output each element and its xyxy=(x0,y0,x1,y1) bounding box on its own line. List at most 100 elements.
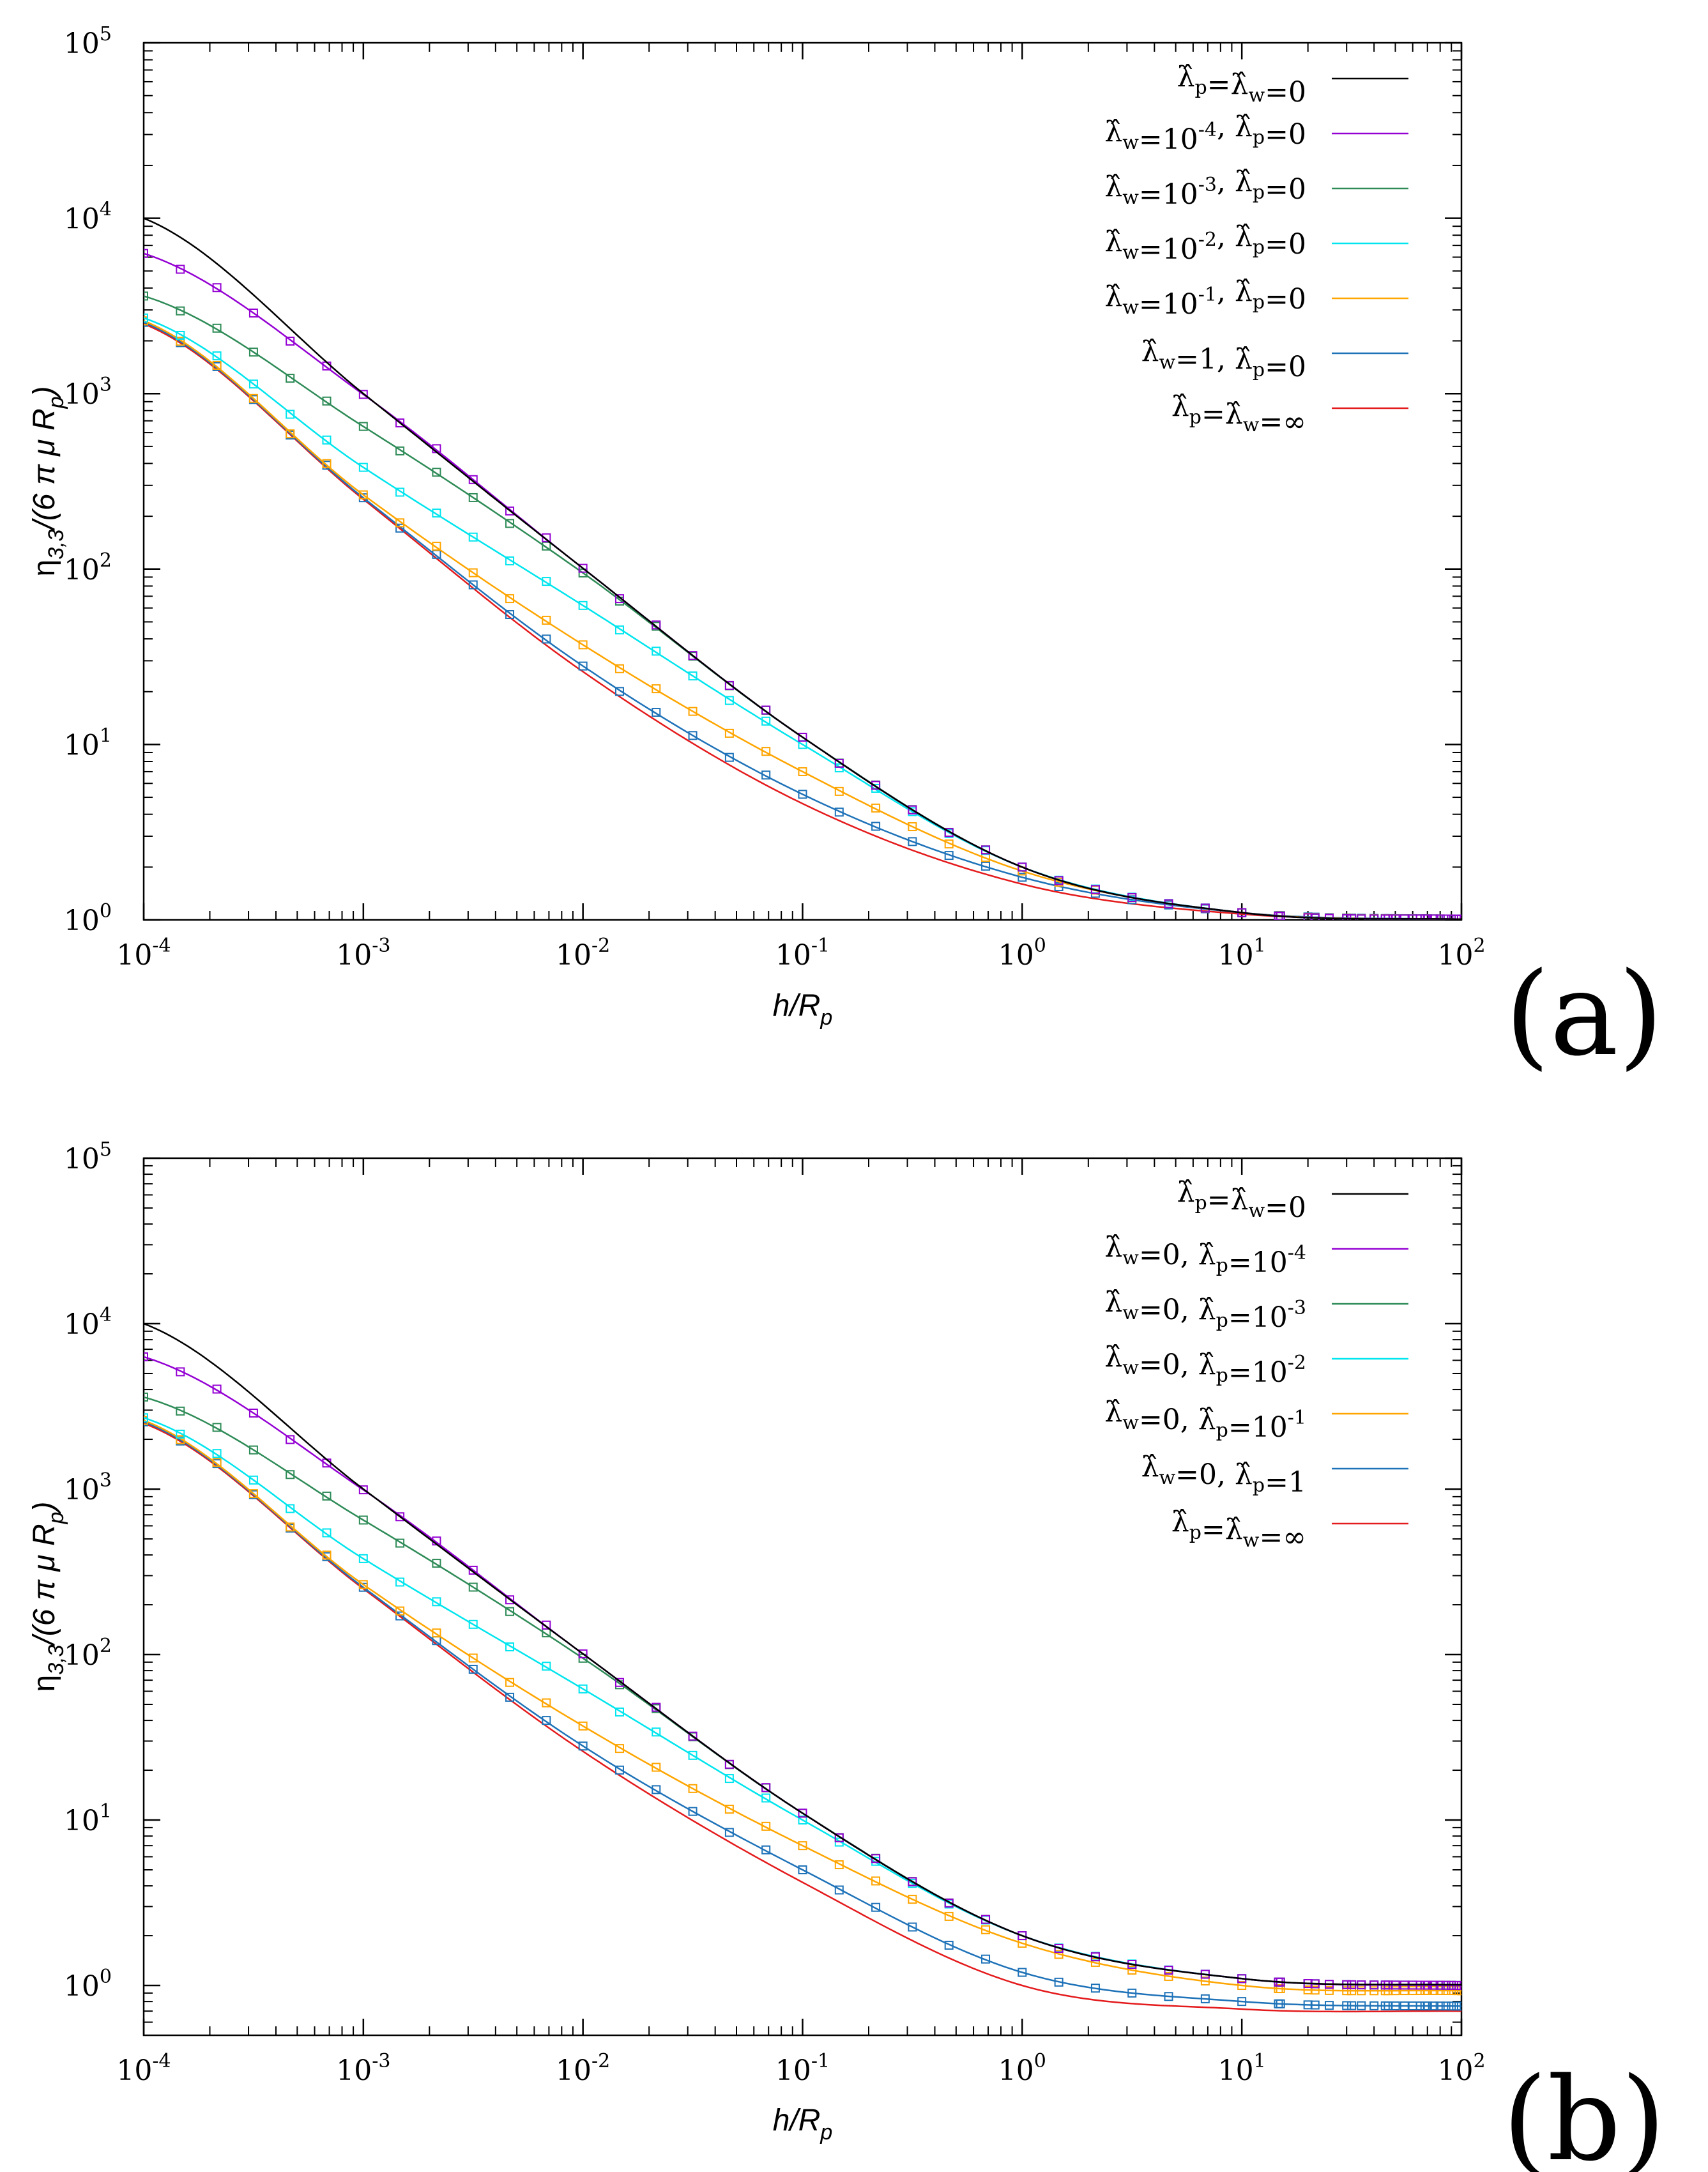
series-marker xyxy=(1237,1997,1247,2007)
series-marker xyxy=(724,753,734,762)
series-marker xyxy=(542,1716,551,1725)
series-marker xyxy=(724,1805,734,1814)
y-tick-label: 104 xyxy=(64,199,112,236)
series-marker xyxy=(578,1649,588,1658)
series-marker xyxy=(395,487,405,497)
series-marker xyxy=(248,1409,258,1418)
series-marker xyxy=(1018,1968,1027,1977)
series-marker xyxy=(505,610,515,620)
series-marker xyxy=(505,594,515,604)
series-marker xyxy=(908,1895,917,1904)
series-marker xyxy=(286,1522,295,1532)
series-marker xyxy=(614,594,624,604)
y-tick-label: 100 xyxy=(64,900,112,937)
series-marker xyxy=(322,1550,332,1560)
series-marker xyxy=(614,1678,624,1687)
series-marker xyxy=(1342,2001,1352,2010)
x-tick-label: 10-1 xyxy=(775,2050,830,2087)
series-marker xyxy=(322,1528,332,1538)
series-marker xyxy=(176,264,185,274)
legend-label: λ̂w=10-2, λ̂p=0 xyxy=(1104,220,1306,266)
x-tick-label: 102 xyxy=(1437,2050,1485,2087)
series-marker xyxy=(176,1406,185,1416)
y-axis-label: η3,3/(6 π μ Rp) xyxy=(27,1501,68,1692)
series-marker xyxy=(176,1435,185,1444)
y-tick-label: 101 xyxy=(64,1800,112,1837)
series-marker xyxy=(1090,1984,1100,1993)
series-marker xyxy=(432,541,441,551)
series-marker xyxy=(248,394,258,403)
series-marker xyxy=(981,1925,991,1934)
series-marker xyxy=(542,634,551,644)
y-axis-label: η3,3/(6 π μ Rp) xyxy=(27,386,68,576)
series-marker xyxy=(614,625,624,635)
x-tick-label: 10-1 xyxy=(775,935,830,972)
series-marker xyxy=(834,807,844,817)
series-marker xyxy=(1369,1986,1379,1996)
series-marker xyxy=(212,360,222,370)
series-marker xyxy=(248,379,258,389)
series-marker xyxy=(578,1741,588,1751)
series-marker xyxy=(761,770,771,780)
series-marker xyxy=(248,1475,258,1485)
series-marker xyxy=(688,1784,698,1793)
series-marker xyxy=(578,640,588,650)
series-marker xyxy=(286,1470,295,1480)
x-tick-label: 101 xyxy=(1218,2050,1266,2087)
series-marker xyxy=(1303,2000,1313,2010)
series-marker xyxy=(761,1845,771,1855)
series-marker xyxy=(798,1816,807,1825)
series-marker xyxy=(652,708,661,717)
x-tick-label: 10-2 xyxy=(556,2050,610,2087)
series-marker xyxy=(248,309,258,318)
series-marker xyxy=(614,687,624,696)
series-marker xyxy=(871,822,881,831)
series-marker xyxy=(432,468,441,477)
series-marker xyxy=(798,790,807,799)
series-marker xyxy=(144,1352,148,1361)
series-marker xyxy=(395,446,405,455)
legend-label: λ̂w=10-3, λ̂p=0 xyxy=(1104,165,1306,211)
series-marker xyxy=(176,330,185,340)
series-marker xyxy=(1347,1986,1357,1996)
x-tick-label: 101 xyxy=(1218,935,1266,972)
series-marker xyxy=(724,696,734,705)
series-marker xyxy=(542,1620,551,1630)
series-marker xyxy=(1303,1985,1313,1994)
legend-label: λ̂w=10-4, λ̂p=0 xyxy=(1104,111,1306,156)
legend-label: λ̂w=1, λ̂p=0 xyxy=(1141,335,1306,383)
series-marker xyxy=(871,1876,881,1886)
series-marker xyxy=(944,851,954,860)
series-marker xyxy=(395,1538,405,1548)
series-marker xyxy=(944,1899,954,1908)
series-marker xyxy=(542,533,551,542)
series-marker xyxy=(1018,873,1027,882)
series-marker xyxy=(688,1750,698,1760)
series-marker xyxy=(322,396,332,406)
x-tick-label: 10-3 xyxy=(336,935,390,972)
series-marker xyxy=(358,463,368,472)
series-marker xyxy=(1457,2001,1461,2011)
series-marker xyxy=(542,541,551,551)
series-marker xyxy=(144,291,148,301)
x-axis-label: h/Rp xyxy=(773,989,833,1030)
series-marker xyxy=(1452,2001,1461,2011)
series-marker xyxy=(834,1860,844,1870)
series-marker xyxy=(614,664,624,673)
series-marker xyxy=(944,839,954,849)
x-tick-label: 10-3 xyxy=(336,2050,390,2087)
series-marker xyxy=(1357,2001,1366,2010)
series-marker xyxy=(1054,1950,1064,1959)
series-marker xyxy=(652,1785,661,1794)
series-marker xyxy=(1164,1992,1173,2001)
series-marker xyxy=(505,1642,515,1652)
panel-label: (a) xyxy=(1505,948,1663,1082)
series-marker xyxy=(1054,1977,1064,1987)
series-marker xyxy=(432,1597,441,1607)
series-marker xyxy=(212,323,222,333)
series-marker xyxy=(1237,1981,1247,1991)
series-marker xyxy=(468,475,478,484)
series-marker xyxy=(1324,2001,1334,2010)
series-marker xyxy=(834,786,844,796)
